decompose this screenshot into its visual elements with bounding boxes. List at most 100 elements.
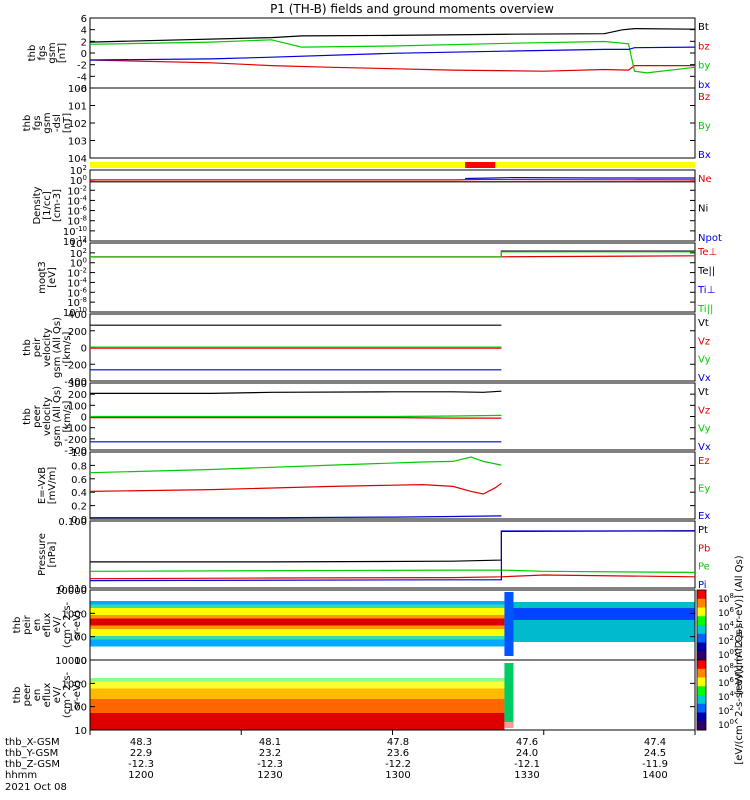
x-axis-labels: thb_X-GSM 48.3 48.1 47.8 47.6 47.4 thb_Y-GSM 22… [5,730,696,793]
ytick-label-4: 104 [68,154,87,165]
bar-segment-1 [465,162,496,168]
ylabel-line-1: [eV] [47,267,58,288]
ylabel-line-5: (cm^2-s- [62,601,73,648]
spec-band-13 [90,681,505,685]
legend-2: Bx [698,150,711,161]
xaxis-value-3-2: 1300 [385,770,410,781]
series-Npot [465,176,695,180]
legend-2: Npot [698,233,722,244]
legend-2: Ti⊥ [697,285,715,296]
ytick-label-1: 0.010 [58,584,87,595]
panel-frame [89,169,696,242]
ytick-label-7: 10-10 [63,306,87,319]
panel-2 [90,162,695,168]
ylabel-line-3: eflux [42,683,53,708]
spec-band-10 [90,621,505,626]
ytick-label-0: 1.0 [71,448,87,459]
ytick-label-3: -200 [64,360,87,371]
ylabel-line-0: Density [32,186,43,224]
ytick-label-3: 10-4 [67,194,87,207]
ytick-label-0: 102 [70,164,87,177]
bar-segment-0 [90,162,466,168]
ylabel-line-1: [1/cc] [42,191,53,220]
ytick-label-0: 10000 [55,656,87,667]
spec-band-18 [90,663,505,668]
ytick-label-2: 100 [70,257,87,270]
spec-band-4 [90,712,505,717]
spec-right-bg [513,666,695,730]
ytick-label-5: 10-6 [67,286,87,299]
spec-band-10 [90,691,505,696]
ylabel-line-0: E=-VxB [37,467,48,504]
ytick-label-2: 100 [68,703,87,714]
ytick-label-0: 400 [68,310,87,321]
ytick-label-1: 102 [70,247,87,260]
ytick-label-1: 200 [68,327,87,338]
spec-band-1 [90,723,505,727]
xaxis-value-2-2: -12.2 [385,759,411,770]
ytick-label-0: 0.100 [58,517,87,528]
xaxis-row-label-0: thb_X-GSM [5,737,60,748]
ylabel-line-1: peir [32,337,43,357]
series-Bt [89,27,696,43]
colorbar-tick-3: 102 [718,704,734,717]
ytick-label-4: 10-6 [67,205,87,218]
legend-3: Pi [698,580,707,591]
series-Ti|| [90,251,695,258]
ylabel-line-0: thb [22,408,33,425]
colorbar-cell-6 [697,642,706,652]
ytick-label-5: 10-8 [67,215,87,228]
ylabel-line-0: moqt3 [37,261,48,294]
legend-2: Vy [698,355,711,366]
series-Vz [90,417,502,419]
ylabel-line-4: [nT] [62,113,73,133]
colorbar-cell-7 [697,721,706,731]
colorbar-cell-5 [697,703,706,713]
colorbar-cell-4 [697,625,706,635]
ytick-label-7: 10-12 [63,235,87,248]
ytick-label-4: -400 [64,377,87,388]
panel-frame [89,451,696,520]
ylabel-line-3: [nT] [57,43,68,63]
colorbar-cell-1 [697,668,706,678]
ylabel-line-3: gsm (All Qs) [52,386,63,447]
colorbar-cell-2 [697,677,706,687]
bar-segment-2 [495,162,695,168]
panel-3: 10210010-210-410-610-810-1010-12Density[… [32,164,722,248]
ylabel-line-2: gsm [42,112,53,133]
series-Vy [90,414,502,418]
legend-2: Pe [698,562,710,573]
spec-band-2 [90,719,505,724]
ylabel-line-2: velocity [42,397,53,436]
ylabel-line-1: peir [22,614,33,634]
spec-band-4 [90,642,505,647]
xaxis-value-3-0: 1200 [128,770,153,781]
xaxis-row-label-1: thb_Y-GSM [5,748,58,759]
legend-0: Pt [698,525,708,536]
ytick-label-0: 104 [70,237,88,250]
ylabel-line-5: (cm^2-s- [62,671,73,718]
ytick-label-1: 4 [81,26,87,37]
xaxis-row-label-3: hhmm [5,770,37,781]
ytick-label-1: 1000 [62,609,87,620]
xaxis-value-1-4: 24.5 [644,748,666,759]
spec-band-0 [90,726,505,731]
ylabel-line-2: en [32,689,43,702]
colorbar-cell-7 [697,651,706,661]
ytick-label-4: -100 [64,424,87,435]
spec-band-3 [90,646,505,650]
ytick-label-2: 100 [68,401,87,412]
spec-band-8 [90,698,505,703]
ylabel-line-2: [cm-3] [52,189,63,222]
ylabel-line-2: gsm [47,42,58,63]
spec-band-0 [90,656,505,661]
ytick-label-2: 0 [81,344,87,355]
ylabel-line-6: sr-eV) [72,610,83,639]
ylabel-line-0: thb [12,687,23,704]
legend-3: Vx [698,373,711,384]
